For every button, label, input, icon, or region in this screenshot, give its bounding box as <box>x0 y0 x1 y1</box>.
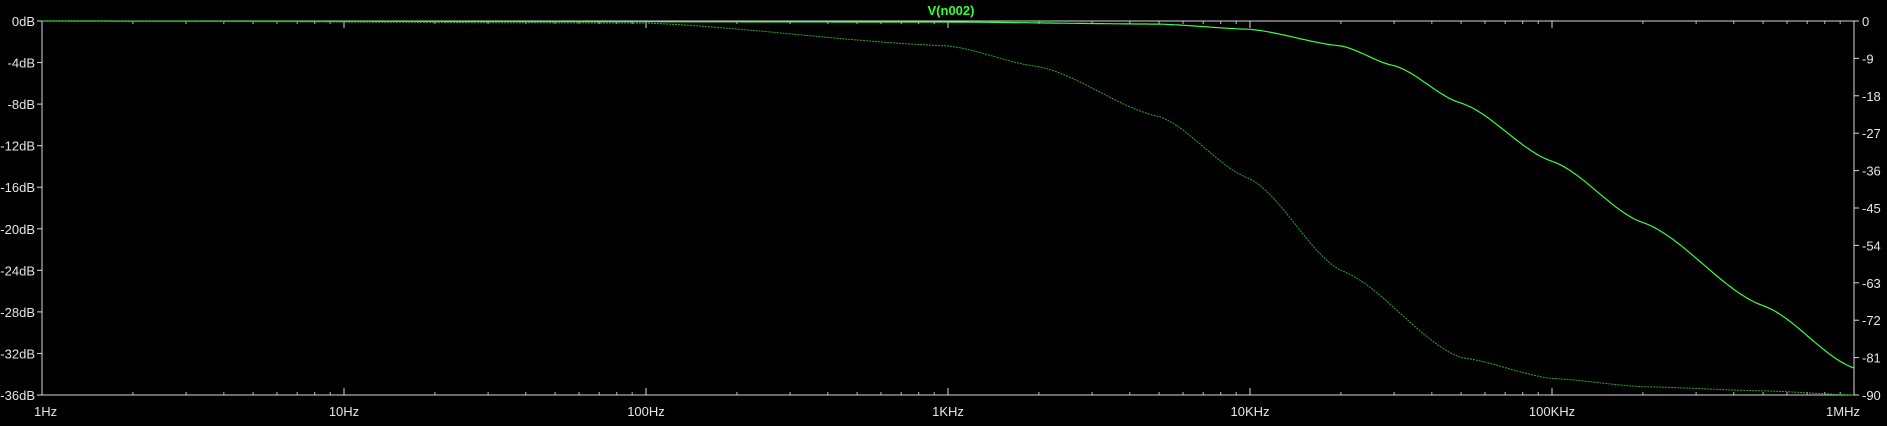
x-tick-label: 1KHz <box>932 404 964 419</box>
x-axis: 1Hz 10Hz 100Hz 1KHz 10KHz 100KHz 1MHz <box>34 21 1860 419</box>
y-left-tick-label: -36dB <box>0 388 35 403</box>
y-right-tick-label: -90 <box>1862 388 1881 403</box>
y-left-tick-label: 0dB <box>12 14 35 29</box>
x-tick-label: 100Hz <box>627 404 665 419</box>
y-left-tick-label: -32dB <box>0 346 35 361</box>
y-right-tick-label: -36 <box>1862 164 1881 179</box>
y-right-tick-label: -9 <box>1862 51 1874 66</box>
y-left-tick-label: -4dB <box>8 56 35 71</box>
x-tick-label: 1MHz <box>1826 404 1860 419</box>
y-right-tick-label: -18 <box>1862 89 1881 104</box>
y-left-tick-label: -20dB <box>0 222 35 237</box>
chart-title[interactable]: V(n002) <box>928 3 975 18</box>
y-left-tick-label: -16dB <box>0 180 35 195</box>
y-right-tick-label: -72 <box>1862 313 1881 328</box>
x-tick-label: 10Hz <box>329 404 359 419</box>
y-left-tick-label: -12dB <box>0 139 35 154</box>
y-right-tick-label: -27 <box>1862 126 1881 141</box>
y-right-tick-label: -45 <box>1862 201 1881 216</box>
y-axis-phase: 0 -9 -18 -27 -36 -45 -54 -63 -72 -81 -90 <box>1854 14 1881 403</box>
magnitude-trace[interactable] <box>42 20 1855 369</box>
y-axis-magnitude: 0dB -4dB -8dB -12dB -16dB -20dB -24dB -28dB -32d… <box>0 14 42 403</box>
y-right-tick-label: -63 <box>1862 276 1881 291</box>
plot-frame <box>41 20 1855 396</box>
y-right-tick-label: -81 <box>1862 351 1881 366</box>
x-tick-label: 10KHz <box>1230 404 1269 419</box>
x-tick-label: 100KHz <box>1529 404 1575 419</box>
y-left-tick-label: -24dB <box>0 263 35 278</box>
y-left-tick-label: -28dB <box>0 305 35 320</box>
traces <box>42 20 1855 396</box>
x-tick-label: 1Hz <box>34 404 57 419</box>
y-left-tick-label: -8dB <box>8 97 35 112</box>
y-right-tick-label: 0 <box>1862 14 1869 29</box>
y-right-tick-label: -54 <box>1862 238 1881 253</box>
phase-trace[interactable] <box>42 20 1855 396</box>
